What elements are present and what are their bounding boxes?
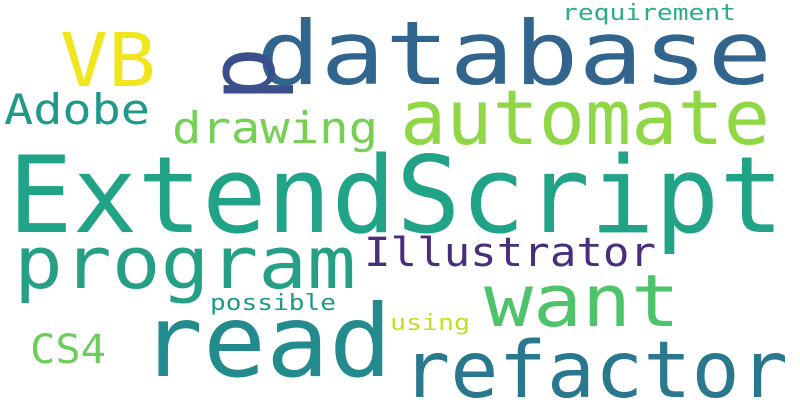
word-want: want [484, 259, 680, 343]
word-database: database [256, 2, 772, 105]
word-extendscript: ExtendScript [8, 134, 784, 257]
word-refactor: refactor [402, 326, 788, 400]
word-program: program [14, 221, 356, 305]
word-possible: possible [210, 291, 336, 316]
word-p: p [189, 47, 296, 102]
word-illustrator: Illustrator [364, 230, 656, 276]
word-read: read [140, 283, 392, 400]
word-using: using [390, 311, 470, 336]
word-vb: VB [60, 18, 156, 104]
word-automate: automate [400, 73, 770, 162]
word-drawing: drawing [172, 103, 378, 154]
word-cs4: CS4 [30, 327, 106, 373]
word-adobe: Adobe [4, 85, 150, 134]
word-requirement: requirement [562, 1, 736, 26]
